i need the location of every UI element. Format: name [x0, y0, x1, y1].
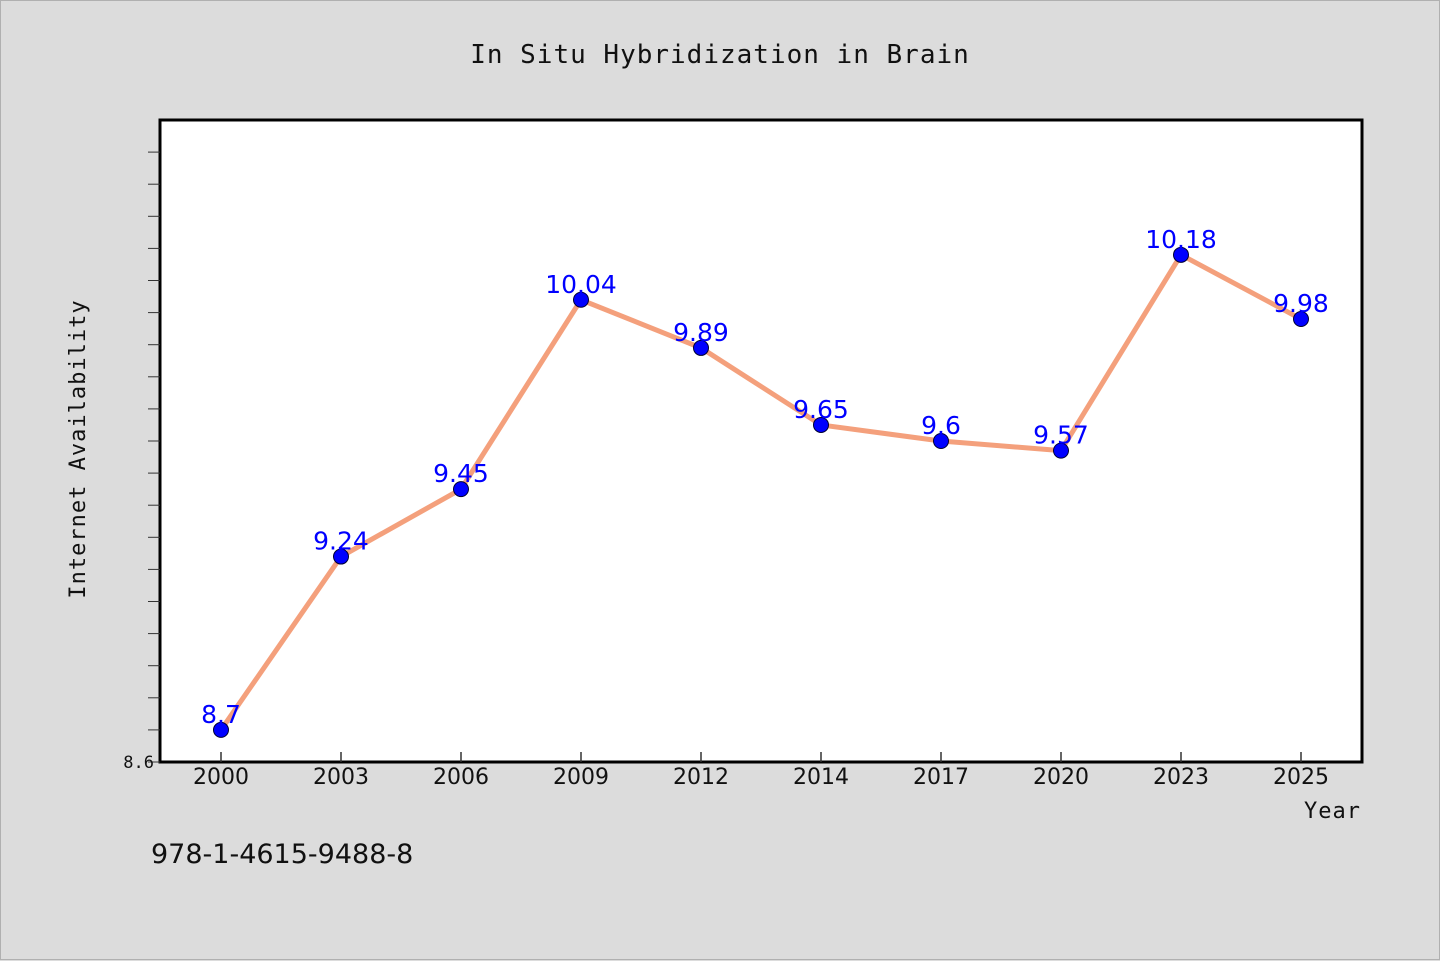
- x-tick-label: 2012: [673, 765, 729, 790]
- series-line: [218, 252, 1304, 733]
- chart-title: In Situ Hybridization in Brain: [470, 40, 970, 70]
- data-label: 9.24: [313, 527, 369, 556]
- x-axis-title: Year: [1304, 799, 1361, 824]
- data-label: 8.7: [201, 700, 241, 729]
- data-point: [453, 481, 469, 498]
- data-point: [213, 721, 229, 738]
- x-tick-label: 2003: [313, 765, 369, 790]
- y-axis-ticks: 8.6: [123, 151, 160, 773]
- x-tick-label: 2009: [553, 765, 609, 790]
- data-label: 9.98: [1273, 289, 1329, 318]
- x-tick-label: 2014: [793, 765, 849, 790]
- x-axis-ticks: 2000 2003 2006 2009 2012 2014 2017 2020 2023 2025: [193, 752, 1329, 790]
- data-label: 9.6: [921, 411, 961, 440]
- x-tick-label: 2017: [913, 765, 969, 790]
- x-tick-label: 2020: [1033, 765, 1089, 790]
- x-tick-label: 2025: [1273, 765, 1329, 790]
- data-point: [1173, 246, 1189, 263]
- data-label: 9.89: [673, 318, 729, 347]
- data-point: [1053, 442, 1069, 459]
- data-label: 9.57: [1033, 421, 1089, 450]
- x-tick-label: 2006: [433, 765, 489, 790]
- data-point: [333, 548, 349, 565]
- data-label: 10.18: [1145, 225, 1217, 254]
- data-point: [693, 339, 709, 356]
- data-labels-layer: 8.7 9.24 9.45 10.04 9.89 9.65 9.6 9.57 10.18 9.98: [201, 225, 1329, 729]
- series-layer: [213, 246, 1309, 738]
- data-point: [813, 416, 829, 433]
- data-point: [1293, 311, 1309, 328]
- data-point: [933, 433, 949, 449]
- y-axis-title: Internet Availability: [66, 299, 91, 598]
- x-tick-label: 2023: [1153, 765, 1209, 790]
- data-label: 9.45: [433, 459, 489, 488]
- data-label: 10.04: [545, 270, 617, 299]
- data-label: 9.65: [793, 395, 849, 424]
- data-point: [573, 291, 589, 308]
- x-tick-label: 2000: [193, 765, 249, 790]
- isbn-annotation: 978-1-4615-9488-8: [151, 839, 413, 870]
- plot-area: [158, 118, 1364, 764]
- y-tick-label: 8.6: [123, 753, 154, 773]
